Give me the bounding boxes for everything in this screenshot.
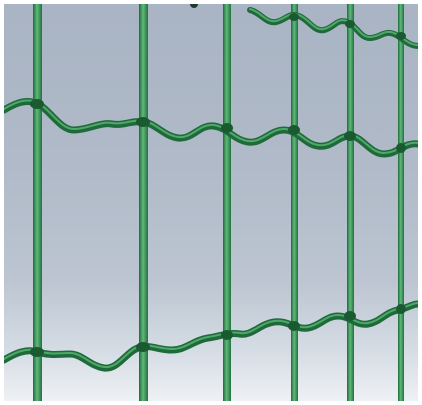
weld-point <box>30 99 44 109</box>
vertical-wires <box>33 4 404 401</box>
vertical-wire <box>223 4 231 401</box>
weld-points <box>30 13 406 357</box>
vertical-wire <box>347 4 354 401</box>
vertical-wire <box>139 4 148 401</box>
weld-point <box>396 32 406 40</box>
weld-point <box>136 117 150 127</box>
weld-point <box>221 330 233 340</box>
vertical-wire <box>33 4 42 401</box>
vertical-wire <box>291 4 298 401</box>
fence-photo <box>4 4 418 401</box>
fence-mesh <box>4 4 418 401</box>
weld-point <box>345 20 355 28</box>
weld-point <box>344 131 356 141</box>
weld-point <box>221 123 233 133</box>
horizontal-wavy-wire <box>247 7 418 49</box>
weld-point <box>396 143 406 153</box>
weld-point <box>288 125 300 135</box>
weld-point <box>30 347 44 357</box>
wire-knot <box>190 4 198 8</box>
vertical-wire <box>398 4 404 401</box>
weld-point <box>136 342 150 352</box>
weld-point <box>289 13 299 21</box>
weld-point <box>344 311 356 321</box>
wire-highlight <box>249 8 418 46</box>
weld-point <box>396 304 406 314</box>
weld-point <box>288 321 300 331</box>
